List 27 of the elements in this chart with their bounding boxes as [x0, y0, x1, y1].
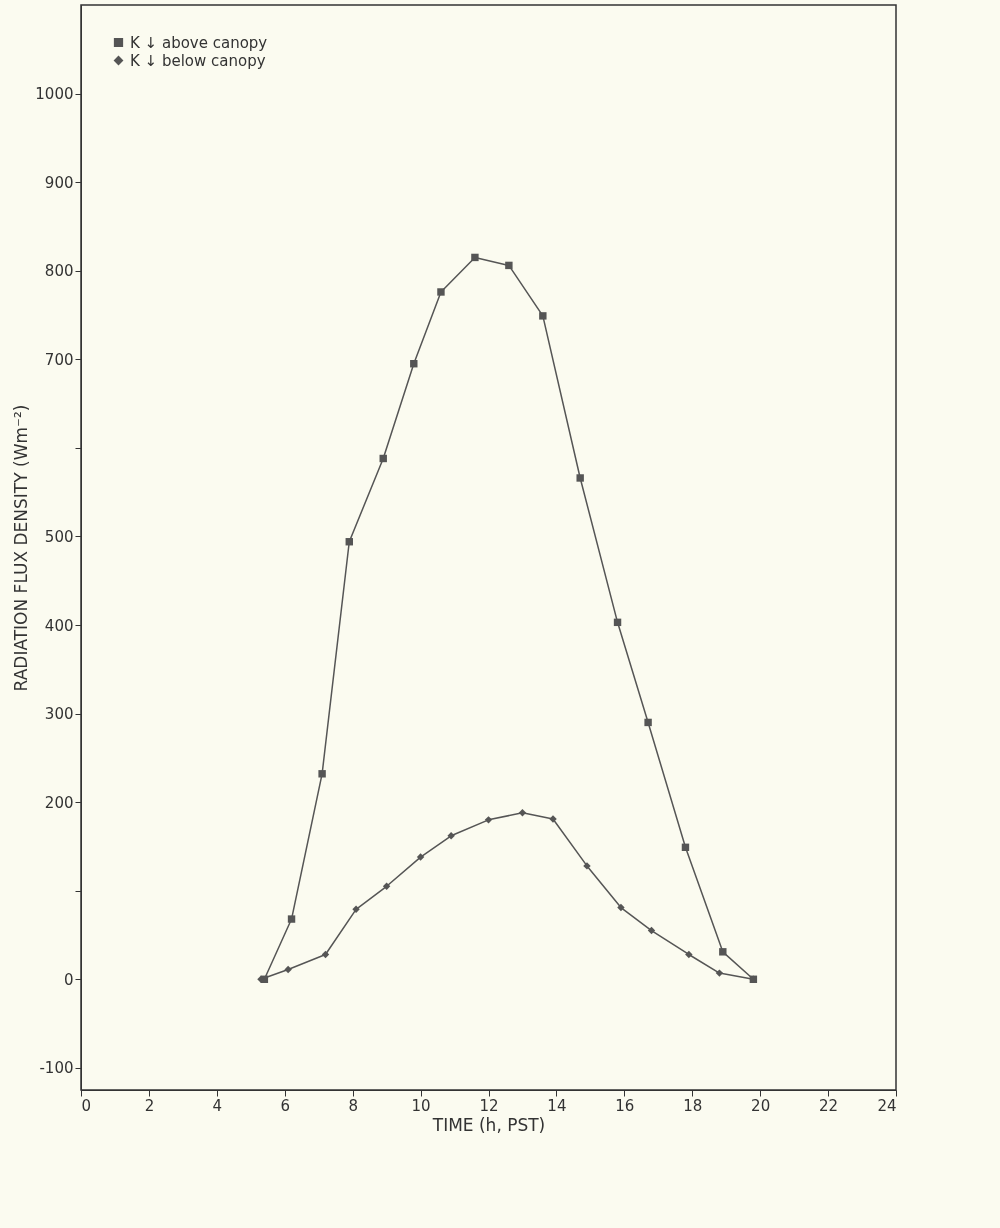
x-tick-label: 8: [348, 1096, 358, 1115]
y-axis-title: RADIATION FLUX DENSITY (Wm⁻²): [11, 404, 32, 692]
y-tick-label: 400: [44, 616, 74, 635]
x-tick-label: 2: [144, 1096, 155, 1115]
x-tick-label: 6: [280, 1096, 291, 1115]
y-tick-label: 700: [44, 350, 74, 369]
y-tick-label: 500: [44, 527, 74, 546]
x-tick-label: 10: [411, 1096, 431, 1115]
x-tick-label: 14: [547, 1096, 567, 1115]
x-tick-label: 18: [683, 1096, 703, 1115]
y-tick-label: 200: [44, 793, 74, 812]
x-tick-label: 20: [751, 1096, 771, 1115]
y-tick-label: 300: [44, 705, 74, 724]
x-tick-label: 4: [212, 1096, 223, 1115]
x-tick-label: 0: [81, 1096, 92, 1115]
x-tick-label: 12: [479, 1096, 499, 1115]
x-tick-label: 24: [877, 1096, 897, 1115]
y-tick-label: 900: [44, 173, 74, 192]
x-axis-title: TIME (h, PST): [431, 1114, 546, 1135]
x-tick-label: 16: [615, 1096, 635, 1115]
x-tick-label: 22: [819, 1096, 839, 1115]
legend-label: K ↓ above canopy: [130, 33, 268, 52]
y-tick-label: -100: [39, 1059, 74, 1078]
y-tick-label: 1000: [35, 85, 74, 104]
y-tick-label: 0: [63, 970, 74, 989]
legend-label: K ↓ below canopy: [130, 51, 266, 70]
y-tick-label: 800: [44, 262, 74, 281]
